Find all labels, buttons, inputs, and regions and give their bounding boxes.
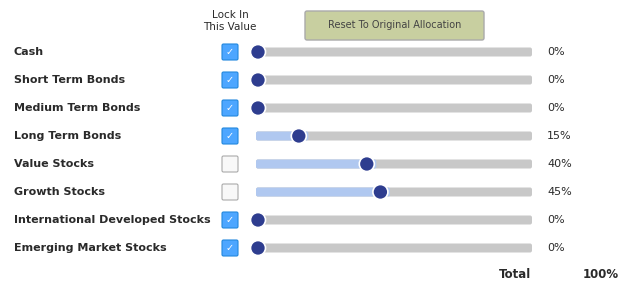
Text: 0%: 0% (547, 75, 565, 85)
FancyBboxPatch shape (256, 243, 532, 252)
FancyBboxPatch shape (256, 103, 532, 113)
Circle shape (359, 156, 374, 172)
Text: ✓: ✓ (226, 243, 234, 253)
Text: 15%: 15% (547, 131, 571, 141)
FancyBboxPatch shape (256, 159, 376, 168)
Text: Long Term Bonds: Long Term Bonds (14, 131, 121, 141)
FancyBboxPatch shape (222, 100, 238, 116)
Text: 0%: 0% (547, 47, 565, 57)
Circle shape (251, 44, 266, 60)
FancyBboxPatch shape (222, 240, 238, 256)
Circle shape (251, 72, 266, 88)
FancyBboxPatch shape (256, 159, 532, 168)
Text: 0%: 0% (547, 215, 565, 225)
Circle shape (373, 184, 388, 199)
FancyBboxPatch shape (222, 156, 238, 172)
Text: 40%: 40% (547, 159, 571, 169)
Text: Lock In: Lock In (212, 10, 249, 20)
FancyBboxPatch shape (222, 44, 238, 60)
FancyBboxPatch shape (256, 131, 308, 140)
FancyBboxPatch shape (256, 215, 532, 224)
Text: 100%: 100% (583, 268, 619, 280)
Text: ✓: ✓ (226, 75, 234, 85)
Text: This Value: This Value (203, 22, 257, 32)
FancyBboxPatch shape (222, 184, 238, 200)
Text: Short Term Bonds: Short Term Bonds (14, 75, 125, 85)
Text: 0%: 0% (547, 103, 565, 113)
Circle shape (251, 240, 266, 255)
Text: International Developed Stocks: International Developed Stocks (14, 215, 210, 225)
FancyBboxPatch shape (222, 128, 238, 144)
Text: 0%: 0% (547, 243, 565, 253)
Text: Value Stocks: Value Stocks (14, 159, 94, 169)
Text: Cash: Cash (14, 47, 44, 57)
Text: ✓: ✓ (226, 131, 234, 141)
Text: Medium Term Bonds: Medium Term Bonds (14, 103, 141, 113)
Text: ✓: ✓ (226, 215, 234, 225)
Text: Total: Total (499, 268, 531, 280)
FancyBboxPatch shape (256, 131, 532, 140)
Text: Reset To Original Allocation: Reset To Original Allocation (328, 21, 461, 30)
FancyBboxPatch shape (305, 11, 484, 40)
Circle shape (251, 100, 266, 116)
Text: ✓: ✓ (226, 47, 234, 57)
FancyBboxPatch shape (222, 72, 238, 88)
FancyBboxPatch shape (222, 212, 238, 228)
Text: Growth Stocks: Growth Stocks (14, 187, 105, 197)
FancyBboxPatch shape (256, 47, 532, 57)
Circle shape (291, 128, 306, 144)
FancyBboxPatch shape (256, 75, 532, 85)
Text: Emerging Market Stocks: Emerging Market Stocks (14, 243, 166, 253)
FancyBboxPatch shape (256, 187, 390, 196)
Text: 45%: 45% (547, 187, 571, 197)
FancyBboxPatch shape (256, 187, 532, 196)
Text: ✓: ✓ (226, 103, 234, 113)
Circle shape (251, 212, 266, 227)
